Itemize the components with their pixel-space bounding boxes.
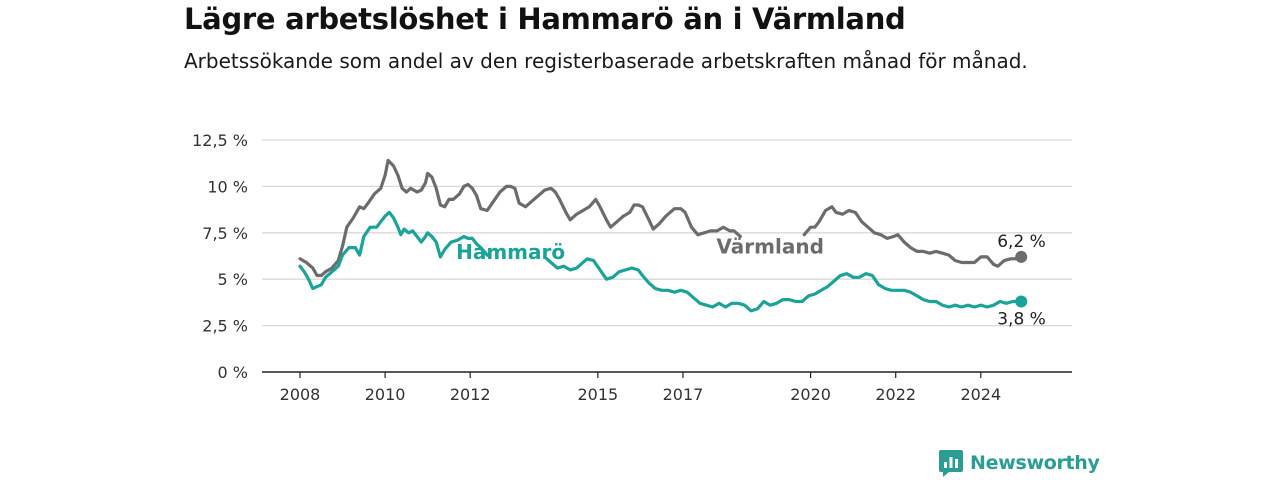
y-tick-label: 12,5 % [192, 131, 248, 150]
line-chart: 0 %2,5 %5 %7,5 %10 %12,5 % 2008 2010 2012 2… [192, 131, 1072, 404]
newsworthy-logo-icon [939, 450, 963, 477]
y-tick-label: 2,5 % [202, 317, 248, 336]
end-point-marker [1015, 250, 1028, 263]
end-value-label: 6,2 % [997, 232, 1046, 252]
series-labels: 6,2 % 3,8 % Hammarö Värmland [456, 232, 1046, 330]
x-tick-label: 2010 [365, 385, 406, 404]
series-line-varmland [802, 205, 1023, 268]
series-lines [298, 158, 1028, 313]
y-tick-label: 10 % [207, 177, 248, 196]
chart-title: Lägre arbetslöshet i Hammarö än i Värmla… [184, 2, 906, 36]
x-tick-label: 2022 [875, 385, 916, 404]
x-tick-label: 2017 [663, 385, 704, 404]
y-tick-label: 0 % [218, 363, 248, 382]
brand-name: Newsworthy [970, 452, 1100, 474]
gridlines [262, 139, 1072, 327]
series-name-label: Värmland [716, 235, 824, 259]
y-tick-label: 7,5 % [202, 224, 248, 243]
x-tick-label: 2020 [790, 385, 831, 404]
newsworthy-logo[interactable]: Newsworthy [938, 448, 1100, 478]
series-line-varmland [298, 158, 742, 278]
series-line-hammaro [298, 210, 489, 291]
x-tick-label: 2008 [280, 385, 321, 404]
x-tick-label: 2012 [450, 385, 491, 404]
chart-subtitle: Arbetssökande som andel av den registerb… [184, 49, 1028, 73]
x-tick-label: 2024 [960, 385, 1001, 404]
series-name-label: Hammarö [456, 240, 565, 264]
y-axis-ticks: 0 % 2,5 % 5 % 7,5 % 10 % 12,5 % [192, 131, 248, 382]
series-line-hammaro [545, 257, 1023, 313]
end-point-marker [1015, 295, 1028, 308]
y-tick-label: 5 % [218, 270, 248, 289]
x-tick-label: 2015 [577, 385, 618, 404]
end-value-label: 3,8 % [997, 309, 1046, 329]
x-axis: 2008 2010 2012 2015 2017 2020 2022 2024 [262, 371, 1072, 404]
